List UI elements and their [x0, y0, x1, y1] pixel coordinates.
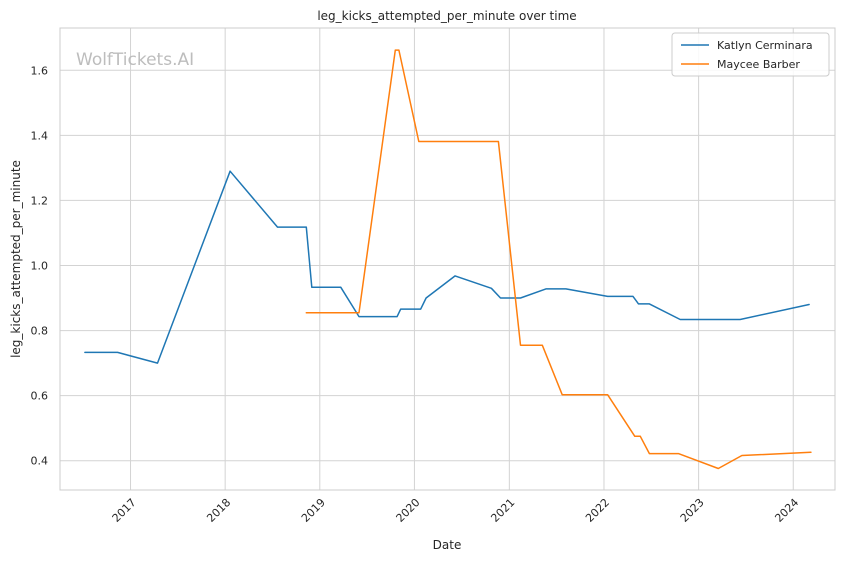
plot-frame	[59, 27, 836, 491]
series-line-maycee-barber	[305, 49, 812, 470]
series-line-katlyn-cerminara	[84, 170, 810, 364]
legend-box	[671, 32, 830, 77]
y-tick-label: 0.8	[31, 325, 49, 338]
y-tick-label: 1.2	[31, 194, 49, 207]
y-tick-label: 1.4	[31, 129, 49, 142]
y-axis-label: leg_kicks_attempted_per_minute	[9, 160, 23, 358]
chart-title: leg_kicks_attempted_per_minute over time	[317, 9, 576, 23]
watermark: WolfTickets.AI	[76, 50, 194, 70]
y-tick-label: 0.6	[31, 390, 49, 403]
x-grid	[130, 28, 794, 490]
y-grid	[60, 69, 835, 462]
y-tick-labels: 0.4 0.6 0.8 1.0 1.2 1.4 1.6	[31, 64, 49, 467]
y-tick-label: 1.6	[31, 64, 49, 77]
y-tick-label: 0.4	[31, 455, 49, 468]
legend-label-katlyn-cerminara: Katlyn Cerminara	[717, 39, 813, 52]
series-layer	[84, 49, 812, 470]
y-tick-label: 1.0	[31, 260, 49, 273]
legend-label-maycee-barber: Maycee Barber	[717, 58, 800, 71]
legend: Katlyn Cerminara Maycee Barber	[671, 32, 830, 77]
x-axis-label: Date	[433, 538, 462, 552]
